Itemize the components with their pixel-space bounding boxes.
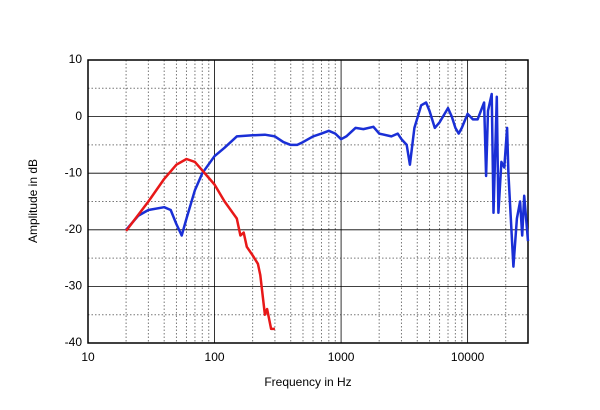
x-tick-label: 1000	[328, 350, 355, 364]
y-tick-label: -40	[65, 335, 83, 349]
y-tick-label: 10	[69, 52, 83, 66]
y-tick-label: -20	[65, 222, 83, 236]
y-tick-label: -30	[65, 279, 83, 293]
x-axis-label: Frequency in Hz	[264, 375, 351, 389]
y-axis-label: Amplitude in dB	[26, 159, 40, 243]
x-tick-label: 10	[81, 350, 95, 364]
data-line	[125, 92, 530, 268]
x-tick-label: 10000	[451, 350, 485, 364]
data-line	[125, 157, 275, 331]
plot-frame	[87, 59, 529, 344]
y-tick-label: 0	[75, 109, 82, 123]
x-tick-label: 100	[205, 350, 225, 364]
y-tick-label: -10	[65, 165, 83, 179]
